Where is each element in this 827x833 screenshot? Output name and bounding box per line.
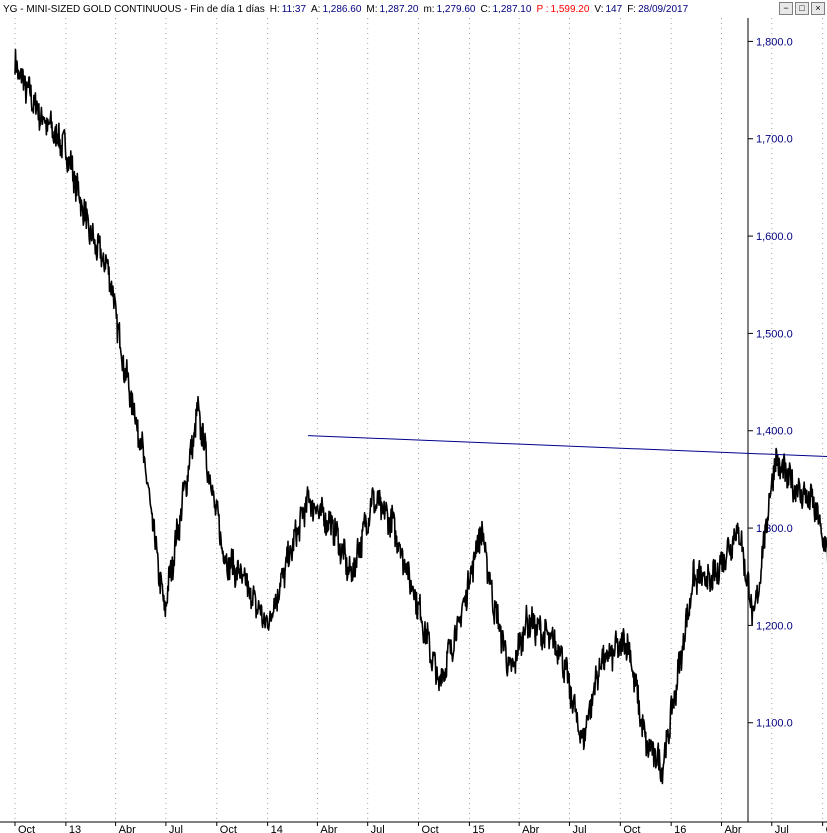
field-value: 1,287.20 (379, 3, 419, 15)
field-value: 147 (605, 3, 623, 15)
x-tick-label: Abr (522, 824, 539, 833)
field-label: V: (594, 3, 604, 15)
field-value: 1,279.60 (436, 3, 476, 15)
x-tick-label: 16 (674, 824, 686, 833)
y-tick-label: 1,700.0 (756, 134, 793, 146)
field-value: 28/09/2017 (638, 3, 689, 15)
x-tick-label: Oct (422, 824, 439, 833)
x-tick-label: Abr (119, 824, 136, 833)
y-tick-label: 1,600.0 (756, 231, 793, 243)
close-button[interactable]: × (811, 2, 825, 15)
window-controls: − □ × (779, 2, 825, 15)
field-value: 11:37 (281, 3, 307, 15)
price-line (14, 48, 827, 785)
field-label: A: (311, 3, 321, 15)
x-tick-label: 14 (271, 824, 283, 833)
y-tick-label: 1,200.0 (756, 620, 793, 632)
field-label: M: (366, 3, 378, 15)
field-value: 1,599.20 (550, 3, 590, 15)
chart-header: YG - MINI-SIZED GOLD CONTINUOUS - Fin de… (0, 0, 827, 18)
x-tick-label: Abr (320, 824, 337, 833)
x-tick-label: Jul (775, 824, 789, 833)
field-label: H: (269, 3, 280, 15)
field-label: m: (423, 3, 435, 15)
x-tick-label: Jul (572, 824, 586, 833)
price-chart[interactable]: Oct 13 Abr Jul Oct 14 Abr Jul Oct 15 Abr Jul Oct 16 Ab… (0, 18, 827, 833)
x-tick-label: Oct (826, 824, 827, 833)
minimize-button[interactable]: − (779, 2, 793, 15)
x-tick-label: Jul (371, 824, 385, 833)
y-tick-label: 1,300.0 (756, 523, 793, 535)
y-tick-label: 1,100.0 (756, 718, 793, 730)
x-tick-label: Abr (724, 824, 741, 833)
y-tick-label: 1,400.0 (756, 426, 793, 438)
maximize-button[interactable]: □ (795, 2, 809, 15)
y-tick-label: 1,800.0 (756, 36, 793, 48)
x-tick-label: Oct (623, 824, 640, 833)
x-tick-label: 13 (69, 824, 81, 833)
field-label: P : (536, 3, 549, 15)
field-label: C: (480, 3, 491, 15)
field-value: 1,286.60 (322, 3, 362, 15)
x-tick-label: Jul (169, 824, 183, 833)
x-tick-label: 15 (472, 824, 484, 833)
x-tick-label: Oct (18, 824, 35, 833)
resistance-trendline[interactable] (307, 435, 827, 465)
x-tick-label: Oct (220, 824, 237, 833)
chart-title: YG - MINI-SIZED GOLD CONTINUOUS - Fin de… (3, 3, 265, 15)
y-tick-label: 1,500.0 (756, 328, 793, 340)
field-label: F: (627, 3, 637, 15)
field-value: 1,287.10 (492, 3, 532, 15)
